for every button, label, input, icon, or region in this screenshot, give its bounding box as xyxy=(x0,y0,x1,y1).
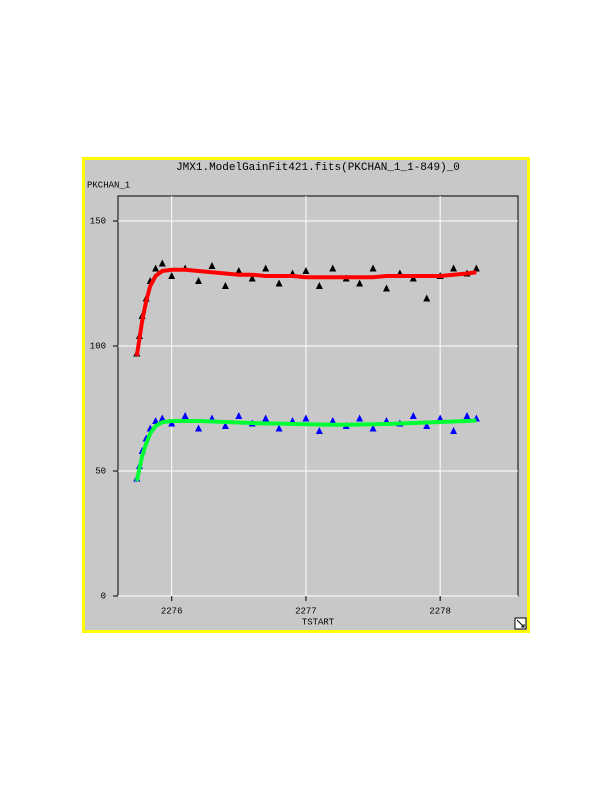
y-tick-label: 50 xyxy=(95,466,106,476)
data-point xyxy=(423,422,431,429)
data-point xyxy=(329,417,337,424)
x-tick-label: 2276 xyxy=(161,606,183,616)
data-point xyxy=(463,412,471,419)
data-point xyxy=(248,274,256,282)
data-point xyxy=(158,414,166,422)
data-point xyxy=(181,412,189,419)
data-point xyxy=(369,264,377,272)
data-point xyxy=(195,424,203,432)
x-axis-label: TSTART xyxy=(302,617,335,627)
data-point xyxy=(302,267,310,274)
y-axis-label: PKCHAN_1 xyxy=(87,180,130,190)
chart-title: JMX1.ModelGainFit421.fits(PKCHAN_1_1-849… xyxy=(176,162,460,174)
x-tick-label: 2278 xyxy=(429,606,451,616)
fit-line xyxy=(134,267,477,357)
data-point xyxy=(329,264,337,272)
data-point xyxy=(221,422,229,429)
y-tick-label: 100 xyxy=(90,341,106,351)
data-point xyxy=(235,267,243,274)
data-point xyxy=(315,427,323,434)
y-tick-label: 0 xyxy=(101,591,106,601)
data-point xyxy=(275,424,283,432)
data-point xyxy=(302,414,310,422)
data-point xyxy=(472,264,480,272)
data-point xyxy=(382,284,390,292)
resize-icon[interactable] xyxy=(514,617,527,630)
data-point xyxy=(450,427,458,434)
data-point xyxy=(235,412,243,419)
data-point xyxy=(262,414,270,422)
data-point xyxy=(315,282,323,289)
x-tick-label: 2277 xyxy=(295,606,317,616)
data-point xyxy=(409,412,417,419)
data-point xyxy=(369,424,377,432)
y-tick-label: 150 xyxy=(90,216,106,226)
data-point xyxy=(152,264,160,272)
data-point xyxy=(436,414,444,422)
data-point xyxy=(262,264,270,272)
data-point xyxy=(275,279,283,287)
data-point xyxy=(356,414,364,422)
fit-line xyxy=(134,418,477,482)
data-point xyxy=(450,264,458,272)
data-point xyxy=(221,282,229,289)
data-point xyxy=(195,277,203,284)
plot: 0 50 100 150 2276 2277 2278 xyxy=(90,196,518,616)
data-point xyxy=(168,272,176,279)
data-point xyxy=(152,417,160,424)
data-point xyxy=(423,294,431,302)
data-point xyxy=(356,279,364,287)
data-point xyxy=(158,259,166,267)
data-point xyxy=(208,262,216,269)
plot-area xyxy=(117,195,519,597)
resize-arrow[interactable] xyxy=(516,619,525,628)
